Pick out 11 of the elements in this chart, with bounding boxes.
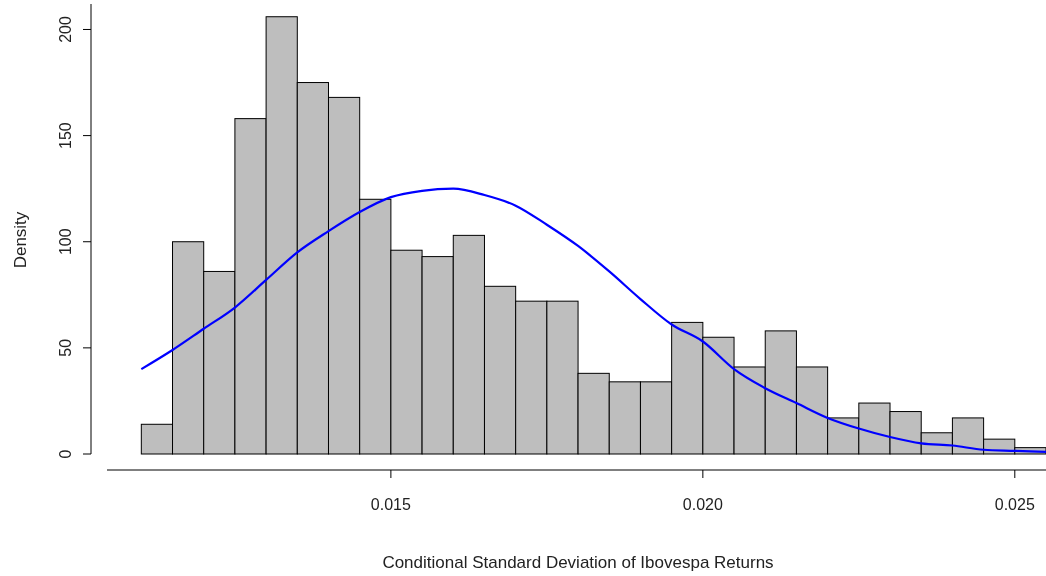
y-tick-label: 50 — [57, 338, 74, 357]
y-tick-label: 200 — [57, 16, 74, 43]
y-tick-label: 0 — [57, 449, 74, 459]
x-tick-label: 0.015 — [370, 496, 411, 513]
y-axis-title: Density — [11, 211, 30, 269]
x-tick-label: 0.025 — [994, 496, 1035, 513]
y-tick-label: 150 — [57, 122, 74, 149]
y-tick-label: 100 — [57, 228, 74, 256]
x-tick-label: 0.020 — [682, 496, 723, 513]
x-axis-title: Conditional Standard Deviation of Ibovespa Returns — [382, 553, 774, 572]
line-series — [140, 187, 1046, 453]
